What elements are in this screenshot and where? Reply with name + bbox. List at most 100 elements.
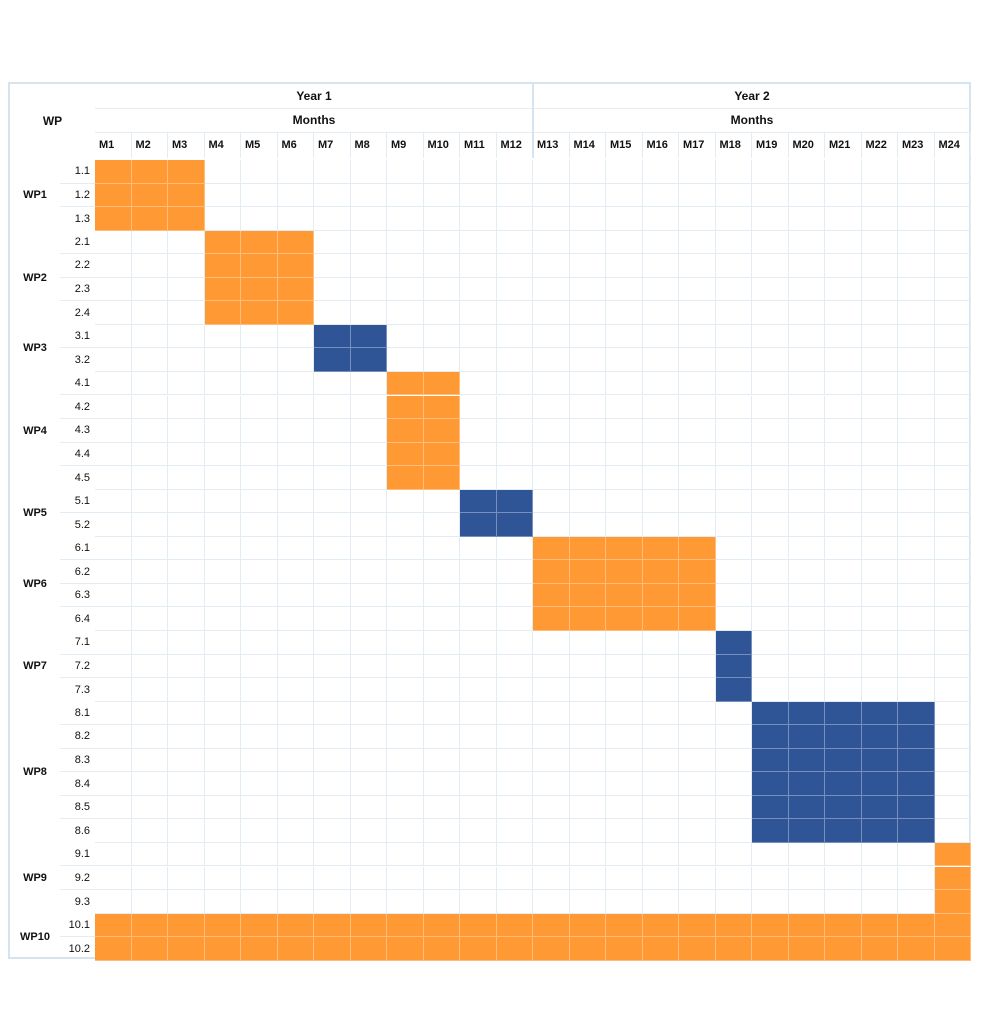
empty-cell bbox=[168, 866, 205, 891]
empty-cell bbox=[423, 795, 460, 820]
empty-cell bbox=[314, 890, 351, 914]
empty-cell bbox=[569, 890, 606, 914]
empty-cell bbox=[679, 183, 716, 208]
empty-cell bbox=[569, 230, 606, 255]
empty-cell bbox=[533, 348, 570, 372]
month-label: M24 bbox=[935, 133, 971, 158]
empty-cell bbox=[606, 795, 643, 820]
empty-cell bbox=[934, 466, 971, 490]
month-label: M17 bbox=[679, 133, 716, 158]
empty-cell bbox=[241, 631, 278, 655]
task-label: 7.3 bbox=[74, 683, 90, 696]
empty-cell bbox=[679, 795, 716, 820]
empty-cell bbox=[898, 395, 935, 420]
empty-cell bbox=[715, 536, 752, 561]
empty-cell bbox=[496, 890, 533, 914]
empty-cell bbox=[314, 678, 351, 702]
empty-cell bbox=[679, 371, 716, 396]
empty-cell bbox=[788, 254, 825, 278]
empty-cell bbox=[131, 536, 168, 561]
gantt-bar-cell bbox=[934, 842, 971, 867]
empty-cell bbox=[496, 419, 533, 443]
empty-cell bbox=[752, 254, 789, 278]
empty-cell bbox=[131, 701, 168, 726]
empty-cell bbox=[204, 890, 241, 914]
empty-cell bbox=[460, 371, 497, 396]
empty-cell bbox=[715, 371, 752, 396]
empty-cell bbox=[642, 701, 679, 726]
empty-cell bbox=[95, 607, 132, 631]
empty-cell bbox=[168, 678, 205, 702]
empty-cell bbox=[679, 842, 716, 867]
task-label: 2.3 bbox=[60, 278, 95, 302]
gantt-bar-cell bbox=[788, 725, 825, 749]
empty-cell bbox=[241, 419, 278, 443]
empty-cell bbox=[788, 301, 825, 325]
empty-cell bbox=[569, 419, 606, 443]
empty-cell bbox=[679, 277, 716, 302]
empty-cell bbox=[642, 324, 679, 349]
empty-cell bbox=[423, 890, 460, 914]
empty-cell bbox=[679, 395, 716, 420]
empty-cell bbox=[569, 348, 606, 372]
empty-cell bbox=[934, 160, 971, 184]
empty-cell bbox=[934, 654, 971, 679]
empty-cell bbox=[204, 183, 241, 208]
empty-cell bbox=[241, 560, 278, 584]
empty-cell bbox=[679, 513, 716, 537]
empty-cell bbox=[496, 748, 533, 773]
empty-cell bbox=[934, 442, 971, 467]
task-label: 8.6 bbox=[74, 825, 90, 838]
empty-cell bbox=[314, 772, 351, 796]
empty-cell bbox=[496, 725, 533, 749]
gantt-bar-cell bbox=[533, 937, 570, 961]
empty-cell bbox=[95, 395, 132, 420]
empty-cell bbox=[241, 607, 278, 631]
gantt-bar-cell bbox=[861, 725, 898, 749]
empty-cell bbox=[204, 395, 241, 420]
task-label: 9.1 bbox=[60, 843, 95, 867]
empty-cell bbox=[277, 324, 314, 349]
empty-cell bbox=[606, 371, 643, 396]
empty-cell bbox=[350, 395, 387, 420]
empty-cell bbox=[387, 277, 424, 302]
empty-cell bbox=[95, 489, 132, 514]
empty-cell bbox=[387, 772, 424, 796]
empty-cell bbox=[825, 513, 862, 537]
empty-cell bbox=[460, 583, 497, 608]
empty-cell bbox=[788, 560, 825, 584]
empty-cell bbox=[314, 230, 351, 255]
empty-cell bbox=[168, 442, 205, 467]
empty-cell bbox=[934, 795, 971, 820]
empty-cell bbox=[569, 254, 606, 278]
gantt-bar-cell bbox=[350, 937, 387, 961]
gantt-bar-cell bbox=[204, 937, 241, 961]
empty-cell bbox=[496, 795, 533, 820]
empty-cell bbox=[277, 183, 314, 208]
empty-cell bbox=[642, 183, 679, 208]
gantt-bar-cell bbox=[642, 913, 679, 938]
empty-cell bbox=[569, 489, 606, 514]
empty-cell bbox=[788, 631, 825, 655]
empty-cell bbox=[788, 513, 825, 537]
month-label: M8 bbox=[351, 133, 387, 158]
empty-cell bbox=[350, 725, 387, 749]
gantt-bar-cell bbox=[168, 207, 205, 231]
empty-cell bbox=[241, 395, 278, 420]
empty-cell bbox=[131, 442, 168, 467]
empty-cell bbox=[752, 489, 789, 514]
empty-cell bbox=[204, 725, 241, 749]
empty-cell bbox=[861, 207, 898, 231]
empty-cell bbox=[606, 725, 643, 749]
gantt-bar-cell bbox=[861, 795, 898, 820]
empty-cell bbox=[131, 560, 168, 584]
task-label: 6.2 bbox=[60, 560, 95, 584]
empty-cell bbox=[131, 890, 168, 914]
empty-cell bbox=[606, 277, 643, 302]
empty-cell bbox=[898, 183, 935, 208]
empty-cell bbox=[898, 583, 935, 608]
empty-cell bbox=[350, 701, 387, 726]
month-label: M5 bbox=[241, 133, 278, 158]
empty-cell bbox=[314, 395, 351, 420]
empty-cell bbox=[679, 631, 716, 655]
